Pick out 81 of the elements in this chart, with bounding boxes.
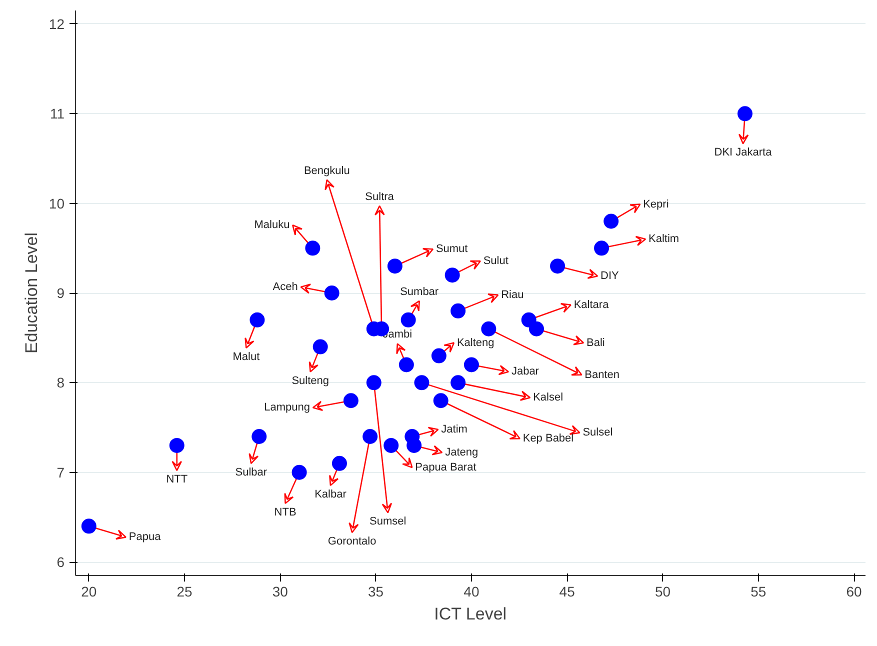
point: [406, 438, 422, 453]
point: [362, 429, 378, 444]
point: [324, 286, 340, 300]
annotation: Kalsel: [533, 392, 564, 404]
point: [400, 312, 416, 328]
x-tick-label: 45: [559, 584, 576, 600]
x-tick-label: 35: [368, 584, 384, 600]
x-tick-label: 55: [750, 584, 766, 600]
point: [343, 393, 358, 408]
x-tick-label: 60: [846, 584, 862, 600]
annotation: Sumut: [436, 243, 468, 256]
annotation: Riau: [501, 288, 524, 301]
point: [250, 312, 265, 328]
point: [169, 438, 184, 453]
x-tick-label: 25: [176, 584, 193, 600]
point: [444, 268, 460, 283]
annotation: Jabar: [511, 366, 540, 378]
y-tick-label: 11: [50, 106, 65, 122]
annotation: Aceh: [272, 281, 298, 293]
annotation: NTB: [274, 506, 296, 518]
point: [312, 339, 328, 354]
x-axis-title: ICT Level: [434, 604, 507, 624]
point: [737, 106, 752, 122]
point: [604, 214, 619, 229]
annotation: Sulteng: [292, 374, 329, 387]
annotation: Sultra: [365, 190, 395, 203]
annotation: Sulbar: [235, 466, 268, 478]
point: [305, 240, 320, 256]
annotation: Kalbar: [314, 488, 347, 500]
point: [387, 258, 402, 274]
annotation: Malut: [232, 350, 260, 363]
point: [464, 357, 479, 372]
point: [433, 393, 448, 408]
annotation: Sumbar: [400, 286, 439, 298]
annotation: Maluku: [254, 219, 290, 232]
y-tick-label: 10: [48, 195, 65, 212]
point: [431, 348, 446, 364]
point: [450, 375, 466, 390]
point: [528, 321, 544, 336]
annotation: Bali: [586, 336, 605, 349]
point: [550, 258, 566, 274]
y-axis-title: Education Level: [22, 232, 41, 354]
y-tick-label: 7: [56, 464, 65, 480]
annotation: Papua: [128, 531, 162, 544]
annotation: Banten: [584, 368, 620, 381]
annotation: Bengkulu: [304, 164, 350, 177]
annotation: Lampung: [264, 402, 310, 414]
annotation: Jateng: [445, 446, 478, 458]
annotation: Sulsel: [582, 426, 613, 439]
annotation: Kep Babel: [522, 432, 574, 445]
point: [332, 456, 347, 471]
annotation: Kepri: [643, 198, 669, 210]
y-tick-label: 6: [56, 554, 65, 570]
annotation: Kaltara: [574, 298, 610, 311]
annotation: Gorontalo: [328, 535, 376, 548]
y-tick-label: 12: [48, 16, 65, 32]
x-tick-label: 30: [272, 584, 288, 600]
point: [481, 321, 496, 336]
x-tick-label: 20: [81, 584, 97, 600]
annotation: DIY: [600, 270, 620, 282]
x-tick-label: 40: [464, 584, 480, 600]
annotation: Kaltim: [648, 233, 680, 246]
annotation: DKI Jakarta: [714, 146, 773, 159]
point: [366, 375, 382, 390]
point: [252, 429, 267, 444]
point: [450, 303, 466, 318]
y-tick-label: 8: [56, 374, 65, 391]
point: [384, 438, 399, 453]
y-tick-label: 9: [56, 285, 65, 301]
point: [414, 375, 430, 390]
annotation: NTT: [166, 473, 188, 486]
point: [81, 518, 96, 534]
point: [398, 357, 414, 372]
annotation: Sulut: [483, 255, 508, 268]
annotation: Jatim: [441, 423, 468, 436]
annotation: Sumsel: [370, 516, 406, 528]
point: [594, 240, 610, 256]
x-tick-label: 50: [654, 584, 671, 600]
point: [292, 464, 307, 480]
annotation: Papua Barat: [415, 461, 476, 474]
annotation: Kalteng: [456, 336, 494, 349]
